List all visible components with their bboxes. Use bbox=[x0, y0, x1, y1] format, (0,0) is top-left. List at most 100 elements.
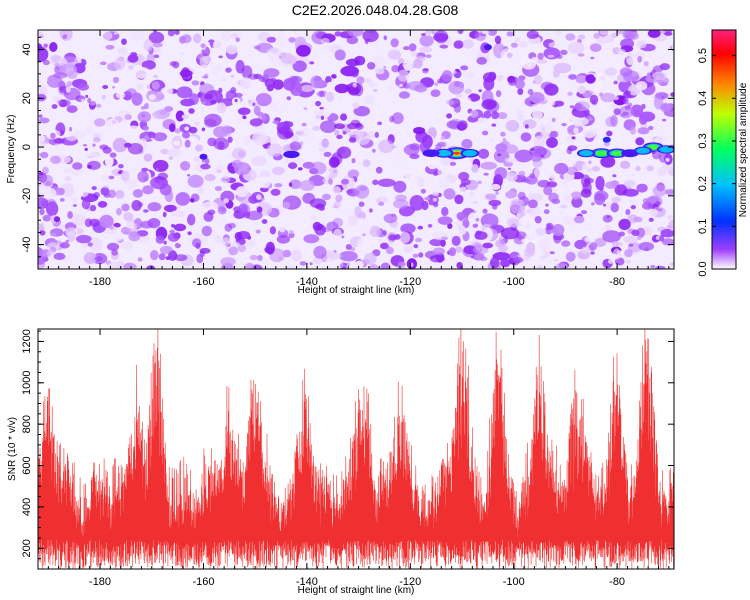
spectrogram-cell bbox=[643, 61, 649, 67]
snr-y-axis-label: SNR (10 * v/v) bbox=[7, 417, 18, 481]
spectrogram-cell bbox=[131, 30, 146, 41]
spectrogram-cell bbox=[334, 83, 350, 94]
spectrogram-cell bbox=[274, 183, 283, 188]
spectrogram-cell bbox=[605, 181, 617, 189]
spectrogram-cell bbox=[372, 148, 376, 153]
spectrogram-cell bbox=[388, 234, 397, 241]
spectrogram-cell bbox=[293, 91, 301, 97]
spectrogram-cell bbox=[606, 53, 618, 62]
spectrogram-cell bbox=[403, 245, 413, 253]
snr-series-line bbox=[38, 329, 674, 569]
spectrogram-cell bbox=[204, 73, 209, 79]
spectrogram-cell bbox=[613, 80, 618, 85]
spectrogram-cell bbox=[368, 264, 379, 269]
spectrogram-cell bbox=[141, 167, 149, 172]
spectrogram-cell bbox=[152, 159, 169, 172]
spectrogram-cell bbox=[348, 86, 360, 96]
spectrogram-x-tick-label: -80 bbox=[609, 276, 625, 288]
spectrogram-cell bbox=[474, 81, 482, 88]
spectrogram-cell bbox=[570, 191, 582, 200]
spectrogram-cell bbox=[331, 74, 337, 79]
spectrogram-cell bbox=[627, 56, 641, 66]
spectrogram-cell bbox=[540, 255, 545, 260]
spectrogram-cell bbox=[540, 155, 545, 158]
spectrogram-cell bbox=[362, 159, 371, 168]
spectrogram-cell bbox=[322, 193, 331, 201]
spectrogram-cell bbox=[630, 205, 636, 210]
spectrogram-cell bbox=[525, 175, 538, 185]
spectrogram-cell bbox=[112, 76, 120, 84]
spectrogram-cell bbox=[636, 183, 648, 193]
spectrogram-cell bbox=[303, 107, 308, 110]
spectrogram-cell bbox=[658, 234, 665, 242]
spectrogram-cell bbox=[427, 159, 438, 170]
spectrogram-cell bbox=[476, 57, 487, 65]
spectrogram-cell bbox=[65, 86, 71, 93]
spectrogram-cell bbox=[181, 114, 190, 120]
spectrogram-cell bbox=[421, 200, 429, 211]
spectrogram-cell bbox=[350, 246, 356, 252]
spectrogram-cell bbox=[128, 64, 134, 70]
spectrogram-hotspots bbox=[199, 44, 674, 160]
spectrogram-cell bbox=[507, 167, 512, 170]
spectrogram-cell bbox=[341, 178, 349, 185]
spectrogram-cell bbox=[530, 154, 542, 162]
snr-y-tick-label: 1000 bbox=[21, 371, 33, 395]
spectrogram-cell bbox=[662, 118, 667, 122]
colorbar-tick-label: 0.3 bbox=[697, 133, 709, 148]
spectrogram-cell bbox=[258, 76, 267, 83]
spectrogram-cell bbox=[225, 44, 238, 55]
spectrogram-cell bbox=[475, 217, 480, 222]
snr-x-axis-label: Height of straight line (km) bbox=[298, 585, 415, 596]
spectrogram-cell bbox=[99, 214, 114, 228]
spectrogram-cell bbox=[153, 54, 160, 59]
spectrogram-cell bbox=[87, 242, 93, 247]
spectrogram-cell bbox=[583, 220, 590, 229]
spectrogram-cell bbox=[385, 246, 394, 255]
spectrogram-cell bbox=[419, 35, 434, 47]
spectrogram-cell bbox=[106, 242, 120, 251]
spectrogram-hotspot bbox=[636, 147, 650, 154]
spectrogram-cell bbox=[471, 164, 479, 173]
spectrogram-cell bbox=[127, 54, 139, 63]
spectrogram-cell bbox=[565, 33, 576, 41]
spectrogram-cell bbox=[320, 37, 330, 44]
spectrogram-cell bbox=[355, 184, 370, 199]
spectrogram-cell bbox=[246, 210, 263, 221]
spectrogram-cell bbox=[51, 104, 58, 109]
spectrogram-cell bbox=[416, 177, 425, 187]
spectrogram-cell bbox=[573, 127, 579, 134]
spectrogram-cell bbox=[478, 148, 490, 159]
spectrogram-cell bbox=[573, 215, 585, 224]
spectrogram-cell bbox=[112, 137, 128, 153]
spectrogram-cell bbox=[108, 189, 116, 199]
spectrogram-cell bbox=[283, 121, 294, 128]
spectrogram-cell bbox=[593, 72, 602, 78]
spectrogram-cell bbox=[334, 31, 342, 37]
spectrogram-cell bbox=[325, 166, 339, 179]
spectrogram-cell bbox=[247, 235, 252, 240]
spectrogram-hotspot bbox=[659, 146, 674, 153]
spectrogram-cell bbox=[666, 225, 672, 229]
spectrogram-cell bbox=[71, 214, 86, 226]
spectrogram-cell bbox=[646, 165, 654, 172]
spectrogram-cell bbox=[432, 192, 440, 197]
spectrogram-cell bbox=[41, 174, 54, 187]
spectrogram-cell bbox=[214, 235, 222, 244]
spectrogram-cell bbox=[528, 193, 543, 202]
spectrogram-cell bbox=[387, 49, 402, 60]
spectrogram-cell bbox=[187, 213, 196, 226]
spectrogram-cell bbox=[396, 265, 406, 269]
spectrogram-cell bbox=[39, 230, 46, 236]
spectrogram-cell bbox=[409, 195, 425, 211]
spectrogram-cell bbox=[83, 252, 98, 264]
spectrogram-cell bbox=[514, 79, 526, 89]
spectrogram-cell bbox=[38, 184, 52, 196]
spectrogram-cell bbox=[188, 108, 195, 114]
spectrogram-hotspot bbox=[436, 149, 452, 157]
spectrogram-cell bbox=[314, 224, 327, 236]
spectrogram-cell bbox=[265, 241, 275, 255]
spectrogram-cell bbox=[126, 88, 137, 97]
spectrogram-cell bbox=[455, 93, 463, 98]
spectrogram-cell bbox=[201, 127, 206, 132]
